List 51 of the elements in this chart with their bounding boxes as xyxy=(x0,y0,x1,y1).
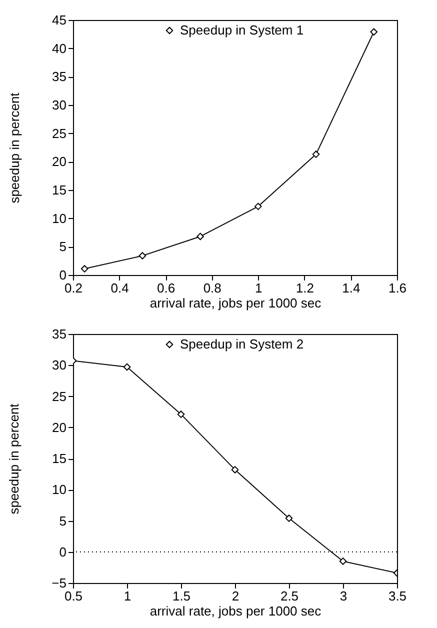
y-tick-label: 0 xyxy=(59,268,66,282)
point xyxy=(339,558,347,565)
x-tick-label: 0.2 xyxy=(64,280,83,296)
x-tick-label: 1.6 xyxy=(388,280,407,296)
y-tick-label: 25 xyxy=(52,388,66,404)
x-axis-title: arrival rate, jobs per 1000 sec xyxy=(150,296,322,310)
point xyxy=(285,514,293,522)
y-tick-label: 40 xyxy=(52,40,66,56)
y-tick-label: 30 xyxy=(52,98,66,112)
y-axis-title: speedup in percent xyxy=(6,403,22,514)
y-tick-label: 0 xyxy=(59,544,66,560)
x-tick-label: 2.5 xyxy=(280,588,299,604)
point xyxy=(231,466,239,474)
point xyxy=(177,410,185,418)
y-tick-label: 30 xyxy=(52,358,66,373)
x-tick-label: 1 xyxy=(124,588,132,604)
x-tick-label: 3.5 xyxy=(388,588,407,604)
x-tick-label: 3 xyxy=(340,588,348,604)
x-tick-label: 2 xyxy=(232,588,240,604)
legend-label: Speedup in System 2 xyxy=(180,336,304,352)
y-tick-label: 15 xyxy=(52,451,66,466)
x-tick-label: 1 xyxy=(255,280,262,296)
y-tick-label: 10 xyxy=(52,482,66,498)
y-tick-label: 45 xyxy=(52,12,66,28)
legend-label: Speedup in System 1 xyxy=(180,22,304,38)
x-tick-label: 1.2 xyxy=(296,280,314,296)
point xyxy=(80,265,88,272)
y-tick-label: 5 xyxy=(59,239,66,254)
point xyxy=(370,28,378,36)
x-tick-label: 1.5 xyxy=(172,588,191,604)
point xyxy=(196,232,204,240)
y-tick-label: 5 xyxy=(59,513,66,528)
point xyxy=(254,202,262,210)
x-tick-label: 0.8 xyxy=(203,280,222,296)
y-tick-label: 20 xyxy=(52,420,66,435)
x-tick-label: 0.5 xyxy=(64,588,83,604)
y-axis-title: speedup in percent xyxy=(7,92,22,204)
y-tick-label: 35 xyxy=(52,69,66,84)
y-tick-label: 15 xyxy=(52,182,66,198)
y-tick-label: 25 xyxy=(52,126,66,141)
y-tick-label: −5 xyxy=(52,576,66,590)
y-tick-label: 10 xyxy=(52,210,66,226)
x-axis-title: arrival rate, jobs per 1000 sec xyxy=(150,604,322,618)
x-tick-label: 0.6 xyxy=(157,280,176,296)
y-tick-label: 20 xyxy=(52,154,66,170)
y-tick-label: 35 xyxy=(52,326,66,342)
point xyxy=(123,363,131,371)
x-tick-label: 0.4 xyxy=(110,280,129,296)
x-tick-label: 1.4 xyxy=(342,280,360,296)
point xyxy=(312,150,320,158)
point xyxy=(138,252,146,260)
